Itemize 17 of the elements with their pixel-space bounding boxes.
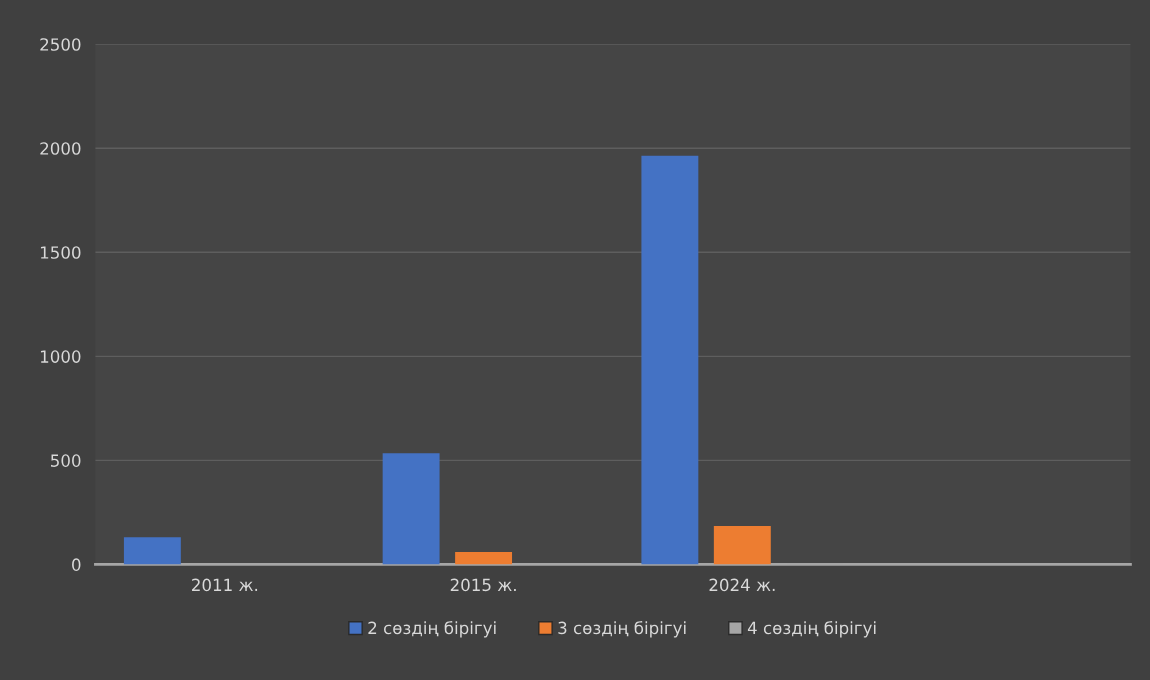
y-tick-label: 1500 <box>40 246 81 259</box>
x-tick-label: 2015 ж. <box>450 578 516 592</box>
x-tick-label: 2011 ж. <box>192 578 258 592</box>
bar <box>455 552 513 565</box>
bar <box>713 526 771 565</box>
bar <box>123 537 181 565</box>
bar <box>641 155 699 565</box>
legend-label: 4 сөздің бірігуі <box>747 621 876 638</box>
bar <box>382 453 440 565</box>
x-tick-label: 2024 ж. <box>709 578 775 592</box>
legend-label: 2 сөздің бірігуі <box>368 621 496 638</box>
y-tick-label: 2000 <box>40 142 81 155</box>
y-tick-label: 2500 <box>40 38 81 51</box>
legend-label: 3 сөздің бірігуі <box>558 621 686 638</box>
y-tick-label: 1000 <box>40 350 81 363</box>
y-tick-label: 500 <box>51 454 81 467</box>
y-tick-label: 0 <box>72 558 81 571</box>
